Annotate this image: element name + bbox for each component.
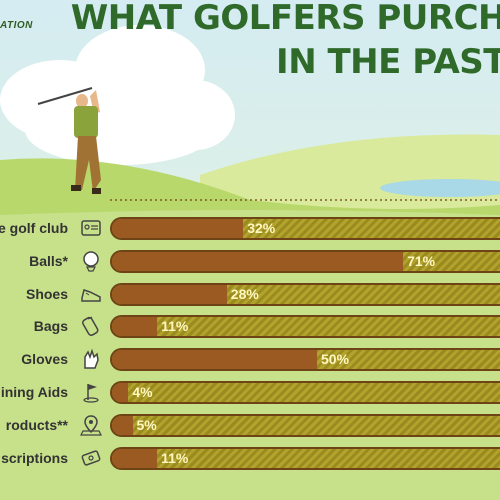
brand-logo: ATION	[0, 20, 33, 31]
chart-title-line-1: WHAT GOLFERS PURCH	[70, 0, 500, 38]
category-label: Balls*	[29, 252, 68, 269]
bar-row: ining Aids 4%	[0, 378, 500, 408]
bar-track: 11%	[110, 315, 500, 339]
id-card-icon	[81, 220, 101, 236]
bar	[112, 350, 317, 370]
category-label: Bags	[33, 318, 68, 335]
bar-value-label: 32%	[247, 220, 276, 236]
glove-icon	[84, 348, 99, 369]
bar-track: 4%	[110, 381, 500, 404]
bar-row: scriptions 11%	[0, 444, 500, 474]
bar-track: 5%	[110, 413, 500, 437]
bar-track: 28%	[110, 282, 500, 306]
bar-row: Bags 11%	[0, 312, 500, 342]
bar-value-label: 50%	[321, 351, 350, 368]
bar-track: 32%	[110, 217, 500, 240]
flag-icon	[83, 384, 99, 403]
category-label: e golf club	[0, 220, 68, 236]
bar	[112, 251, 404, 271]
bar	[112, 415, 133, 435]
bar-row: e golf club 32%	[0, 214, 500, 244]
ticket-icon	[81, 449, 101, 466]
chart-title-line-2: IN THE PAST	[276, 42, 500, 82]
bar	[112, 219, 244, 238]
category-label: scriptions	[1, 449, 68, 466]
bar-value-label: 71%	[407, 252, 436, 269]
bar-row: Shoes 28%	[0, 280, 500, 310]
bar-track: 71%	[110, 249, 500, 273]
bar-value-label: 11%	[161, 318, 189, 335]
bar	[112, 284, 227, 304]
bar	[112, 383, 129, 402]
category-label: roducts**	[5, 416, 68, 433]
bar	[112, 448, 158, 468]
bar-row: Gloves 50%	[0, 345, 500, 375]
bar-value-label: 4%	[132, 384, 153, 400]
bar-value-label: 5%	[136, 416, 157, 433]
bar-value-label: 11%	[161, 449, 189, 466]
bar-track: 11%	[110, 446, 500, 470]
water-hazard	[380, 179, 500, 197]
bar-value-label: 28%	[230, 285, 259, 302]
golf-ball-icon	[83, 251, 99, 272]
category-label: ining Aids	[0, 384, 68, 400]
bar-track: 50%	[110, 348, 500, 372]
shoe-icon	[81, 288, 101, 302]
bar-row: Balls* 71%	[0, 247, 500, 277]
bar-row: roducts** 5%	[0, 411, 500, 441]
bag-icon	[82, 316, 99, 337]
category-label: Gloves	[21, 351, 68, 368]
map-pin-icon	[80, 415, 102, 436]
category-label: Shoes	[25, 285, 68, 302]
golfer-illustration	[37, 87, 101, 194]
bar	[112, 317, 158, 337]
